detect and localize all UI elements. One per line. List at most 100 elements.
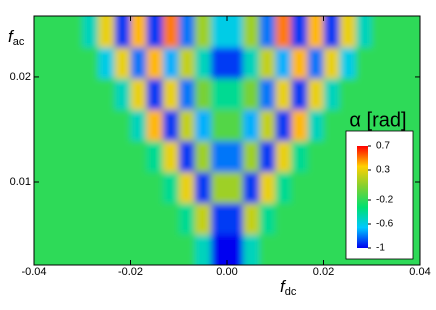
- colorbar-tick-label: -0.6: [376, 219, 394, 230]
- heat-cell: [387, 47, 405, 79]
- heat-cell: [355, 47, 373, 79]
- heat-cell: [387, 16, 405, 48]
- heat-cell: [146, 171, 164, 204]
- x-tick-label: 0.04: [409, 266, 430, 278]
- heat-cell: [49, 171, 67, 204]
- heat-cell: [275, 109, 292, 142]
- heat-cell: [259, 47, 276, 79]
- heat-cell: [242, 233, 260, 265]
- heat-cell: [114, 109, 132, 142]
- x-tick-label: -0.04: [21, 266, 46, 278]
- heat-cell: [211, 140, 228, 173]
- heat-cell: [82, 16, 99, 48]
- heat-cell: [339, 78, 357, 111]
- heat-cell: [146, 109, 164, 142]
- heat-cell: [387, 78, 405, 111]
- heat-cell: [307, 109, 325, 142]
- heat-cell: [275, 78, 292, 111]
- heat-cell: [227, 202, 244, 235]
- heat-cell: [227, 233, 244, 265]
- heat-cell: [275, 16, 292, 48]
- heat-cell: [307, 202, 325, 235]
- heat-cell: [49, 16, 67, 48]
- heat-cell: [98, 16, 116, 48]
- heat-cell: [82, 109, 99, 142]
- heat-cell: [194, 202, 212, 235]
- heat-cell: [178, 47, 196, 79]
- heat-cell: [98, 109, 116, 142]
- y-axis-label: fac: [8, 27, 25, 47]
- heat-cell: [211, 171, 228, 204]
- heat-cell: [259, 171, 276, 204]
- heat-cell: [291, 109, 309, 142]
- heat-cell: [178, 109, 196, 142]
- heat-cell: [49, 47, 67, 79]
- heat-cell: [307, 233, 325, 265]
- colorbar-tick-label: -0.2: [376, 195, 394, 206]
- colorbar-tick-label: 0.7: [376, 141, 390, 152]
- heat-cell: [178, 233, 196, 265]
- heat-cell: [146, 16, 164, 48]
- heat-cell: [98, 47, 116, 79]
- heat-cell: [323, 171, 341, 204]
- heat-cell: [66, 47, 83, 79]
- heat-cell: [66, 140, 83, 173]
- heat-cell: [211, 202, 228, 235]
- heat-cell: [66, 233, 83, 265]
- heat-cell: [49, 78, 67, 111]
- heat-cell: [275, 140, 292, 173]
- heat-cell: [98, 202, 116, 235]
- x-axis-label-sub: dc: [285, 286, 297, 298]
- heat-cell: [194, 140, 212, 173]
- heat-cell: [49, 202, 67, 235]
- heat-cell: [323, 140, 341, 173]
- heat-cell: [162, 78, 180, 111]
- heat-cell: [404, 47, 420, 79]
- heat-cell: [114, 233, 132, 265]
- heat-cell: [194, 16, 212, 48]
- heat-cell: [404, 78, 420, 111]
- y-axis-label-main: f: [8, 27, 15, 46]
- heat-cell: [49, 140, 67, 173]
- heat-cell: [211, 78, 228, 111]
- heat-cell: [146, 47, 164, 79]
- heat-cell: [307, 140, 325, 173]
- heat-cell: [34, 78, 51, 111]
- colorbar-tick-label: -1: [376, 243, 385, 254]
- heat-cell: [371, 16, 389, 48]
- heat-cell: [323, 78, 341, 111]
- heat-cell: [82, 78, 99, 111]
- heat-cell: [242, 202, 260, 235]
- heat-cell: [130, 140, 148, 173]
- heat-cell: [114, 47, 132, 79]
- colorbar-tick-label: 0.3: [376, 165, 390, 176]
- heat-cell: [34, 233, 51, 265]
- heat-cell: [34, 140, 51, 173]
- heat-cell: [146, 78, 164, 111]
- heat-cell: [82, 140, 99, 173]
- heat-cell: [178, 16, 196, 48]
- heat-cell: [114, 171, 132, 204]
- heat-cell: [194, 233, 212, 265]
- heat-cell: [323, 109, 341, 142]
- heat-cell: [34, 109, 51, 142]
- heat-cell: [259, 109, 276, 142]
- heat-cell: [323, 233, 341, 265]
- heat-cell: [146, 140, 164, 173]
- heat-cell: [242, 16, 260, 48]
- heat-cell: [130, 109, 148, 142]
- heat-cell: [114, 202, 132, 235]
- heat-cell: [227, 109, 244, 142]
- heat-cell: [114, 78, 132, 111]
- heat-cell: [242, 171, 260, 204]
- heat-cell: [291, 202, 309, 235]
- x-tick-label: 0.02: [313, 266, 334, 278]
- heat-cell: [34, 16, 51, 48]
- heat-cell: [98, 78, 116, 111]
- heat-cell: [323, 202, 341, 235]
- x-axis-label: fdc: [280, 277, 297, 297]
- heat-cell: [194, 109, 212, 142]
- heat-cell: [259, 16, 276, 48]
- heat-cell: [66, 16, 83, 48]
